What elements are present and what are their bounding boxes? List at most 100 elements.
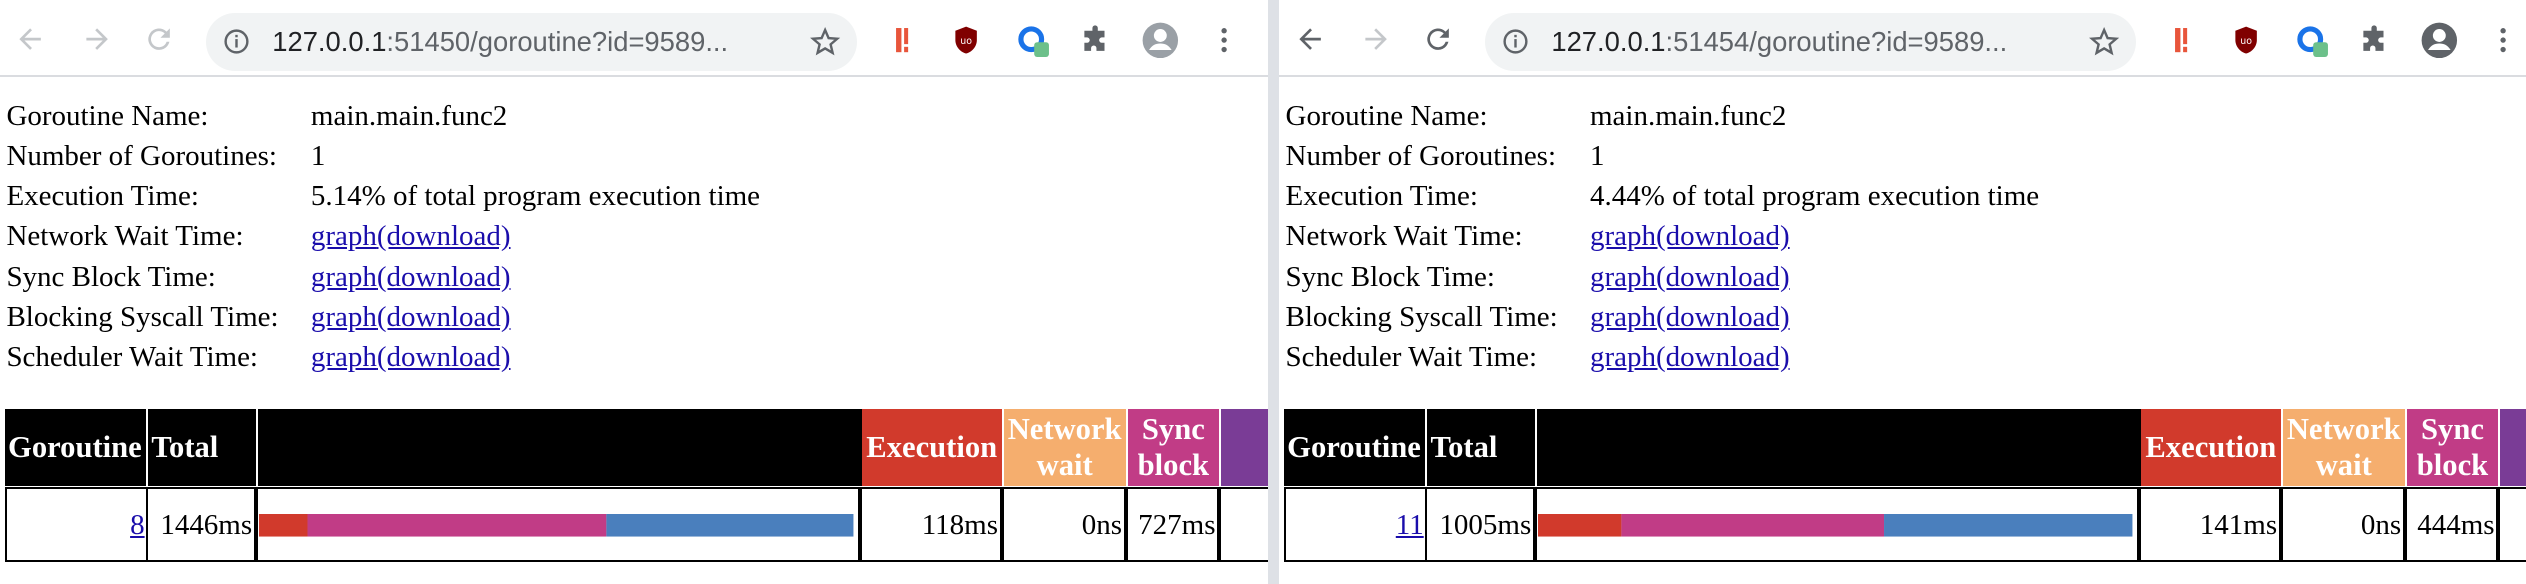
header-text: Execution xyxy=(2145,430,2277,465)
forward-button[interactable] xyxy=(81,23,113,55)
omnibox[interactable]: 127.0.0.1:51454/goroutine?id=9589... xyxy=(1485,12,2137,71)
download-link[interactable]: (download) xyxy=(376,220,511,253)
table-header-cell: Blocking syscall xyxy=(2500,409,2526,487)
time-value: 444ms xyxy=(2417,508,2495,541)
info-label: Goroutine Name: xyxy=(1285,99,1488,132)
table-header-cell: Goroutine xyxy=(1283,409,1428,487)
url-host: 127.0.0.1 xyxy=(1551,25,1666,57)
table-cell: 8 xyxy=(4,486,149,563)
time-value: 141ms xyxy=(2199,508,2278,541)
time-value: 727ms xyxy=(1138,508,1216,541)
header-text: Network wait xyxy=(2286,412,2401,482)
download-link[interactable]: (download) xyxy=(376,260,511,293)
toolbar: 127.0.0.1:51454/goroutine?id=9589... uo xyxy=(1279,0,2526,78)
info-label: Blocking Syscall Time: xyxy=(1285,301,1558,334)
extension-3[interactable] xyxy=(2294,23,2329,58)
extension-ublock[interactable]: uo xyxy=(950,24,982,56)
extension-ublock[interactable]: uo xyxy=(2230,24,2262,56)
time-bar xyxy=(259,514,854,537)
graph-link[interactable]: graph xyxy=(310,220,377,253)
back-button-glyph xyxy=(19,27,42,50)
table-cell xyxy=(2498,486,2526,563)
bar-segment xyxy=(307,514,607,537)
table-cell xyxy=(1534,486,2139,563)
back-button[interactable] xyxy=(1294,23,1326,55)
graph-link[interactable]: graph xyxy=(1590,220,1657,253)
extension-ublock-glyph: uo xyxy=(2234,26,2257,54)
reload-button[interactable] xyxy=(143,23,175,55)
graph-link[interactable]: graph xyxy=(1590,341,1657,374)
profile-avatar[interactable] xyxy=(1141,21,1180,60)
extensions-menu[interactable] xyxy=(1079,24,1111,56)
download-link[interactable]: (download) xyxy=(1656,220,1790,253)
goroutine-id-link[interactable]: 11 xyxy=(1395,508,1424,541)
bar-segment xyxy=(606,514,854,537)
svg-text:uo: uo xyxy=(961,36,973,47)
table-header-cell: Network wait xyxy=(2282,409,2407,487)
info-label: Scheduler Wait Time: xyxy=(6,341,258,374)
profile-avatar[interactable] xyxy=(2420,21,2459,60)
reload-button[interactable] xyxy=(1422,23,1454,55)
graph-link[interactable]: graph xyxy=(310,260,377,293)
url-path: :51454/goroutine?id=9589... xyxy=(1665,25,2008,57)
info-value: main.main.func2 xyxy=(1590,99,1787,132)
total-time: 1446ms xyxy=(160,508,253,541)
extension-1[interactable] xyxy=(2167,24,2199,56)
table-cell: 118ms xyxy=(859,486,1002,563)
table-cell: 141ms xyxy=(2138,486,2281,563)
graph-link[interactable]: graph xyxy=(310,341,377,374)
table-header-cell: Sync block xyxy=(1127,409,1222,487)
goroutine-id-link[interactable]: 8 xyxy=(130,508,145,541)
graph-link[interactable]: graph xyxy=(1590,301,1657,334)
bookmark-star[interactable] xyxy=(2088,26,2120,58)
table-header-cell: Execution xyxy=(2140,409,2283,487)
extensions-menu[interactable] xyxy=(2358,24,2390,56)
profile-avatar-glyph xyxy=(1142,22,1178,58)
omnibox[interactable]: 127.0.0.1:51450/goroutine?id=9589... xyxy=(206,12,858,71)
graph-link[interactable]: graph xyxy=(310,301,377,334)
extension-1[interactable] xyxy=(888,24,920,56)
chrome-menu[interactable] xyxy=(1208,24,1240,56)
header-text: Sync block xyxy=(2416,412,2489,482)
table-cell xyxy=(1219,486,1268,563)
bookmark-star-glyph xyxy=(809,26,840,56)
back-button[interactable] xyxy=(14,23,46,55)
table-cell: 0ns xyxy=(1001,486,1126,563)
back-button-glyph xyxy=(1298,27,1321,50)
forward-button-glyph xyxy=(1365,27,1387,50)
forward-button[interactable] xyxy=(1360,23,1392,55)
table-cell: 444ms xyxy=(2404,486,2499,563)
download-link[interactable]: (download) xyxy=(376,341,511,374)
download-link[interactable]: (download) xyxy=(1656,341,1790,374)
window-divider xyxy=(1267,0,1280,584)
graph-link[interactable]: graph xyxy=(1590,260,1657,293)
extension-3[interactable] xyxy=(1015,23,1050,58)
table-header-cell: Network wait xyxy=(1003,409,1128,487)
bookmark-star[interactable] xyxy=(809,26,841,58)
url-path: :51450/goroutine?id=9589... xyxy=(386,25,729,57)
total-time: 1005ms xyxy=(1439,508,1532,541)
extension-1-glyph xyxy=(895,28,908,53)
forward-button-glyph xyxy=(85,27,108,50)
time-value: 0ns xyxy=(2360,508,2402,541)
download-link[interactable]: (download) xyxy=(376,301,511,334)
site-info-icon[interactable] xyxy=(222,27,251,56)
bar-segment xyxy=(1621,514,1885,537)
download-link[interactable]: (download) xyxy=(1656,260,1790,293)
time-bar xyxy=(1538,514,2133,537)
info-label: Number of Goroutines: xyxy=(6,139,277,172)
info-label: Blocking Syscall Time: xyxy=(6,301,279,334)
site-info-icon[interactable] xyxy=(1501,27,1530,56)
extension-3-glyph xyxy=(2297,25,2328,57)
info-links: graph(download) xyxy=(1590,217,1790,256)
table-header-cell: Execution xyxy=(861,409,1004,487)
table-header-cell: Total xyxy=(148,409,258,487)
download-link[interactable]: (download) xyxy=(1656,301,1790,334)
chrome-menu[interactable] xyxy=(2487,24,2519,56)
table-cell: 1005ms xyxy=(1425,486,1535,563)
info-label: Goroutine Name: xyxy=(6,99,209,132)
extension-3-glyph xyxy=(1018,25,1049,57)
extensions-menu-glyph xyxy=(2363,25,2384,52)
table-cell: 1446ms xyxy=(146,486,256,563)
info-label: Sync Block Time: xyxy=(6,260,216,293)
